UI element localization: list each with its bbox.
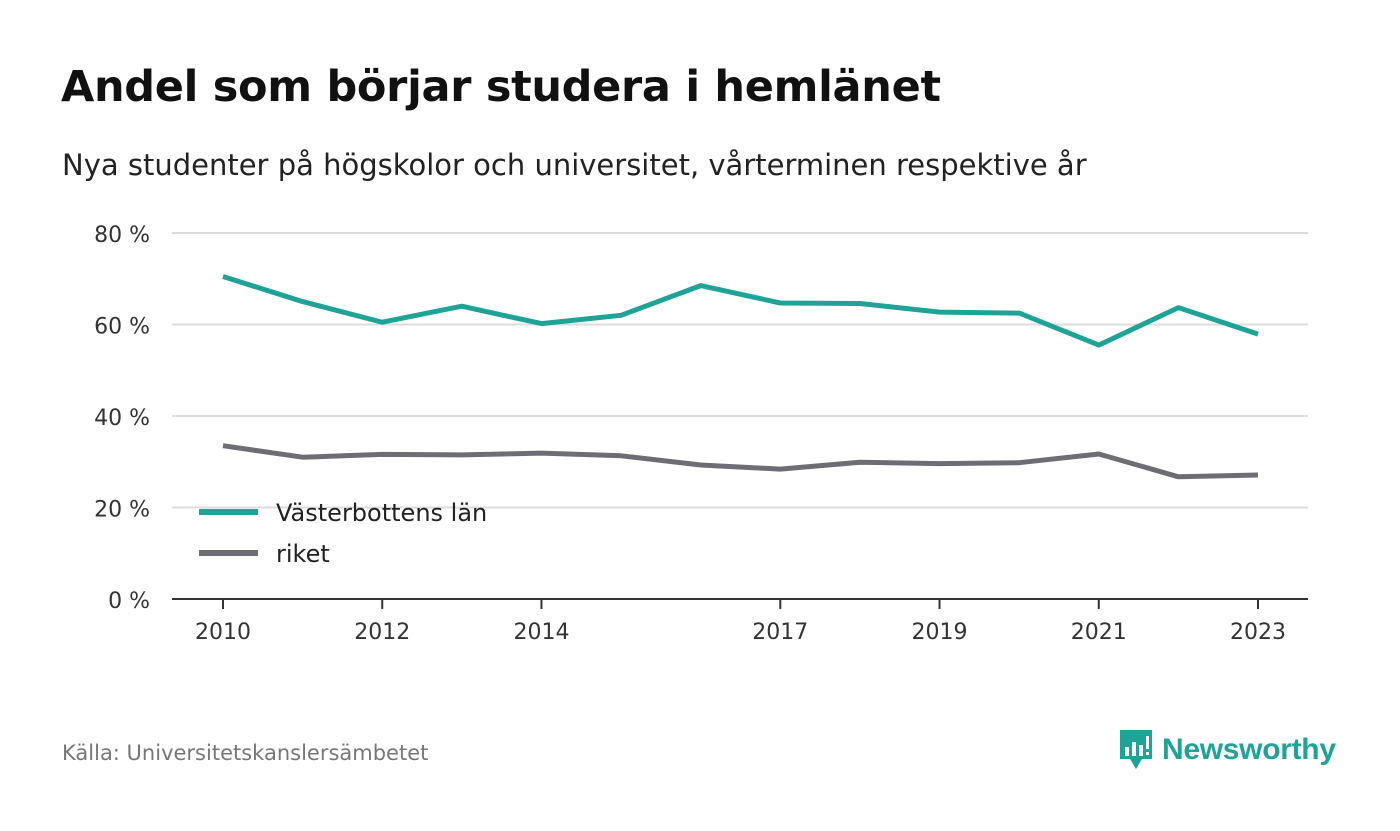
legend-label: riket xyxy=(276,540,330,568)
brand-name: Newsworthy xyxy=(1162,733,1336,766)
x-tick-label: 2023 xyxy=(1230,620,1286,645)
chart-subtitle: Nya studenter på högskolor och universit… xyxy=(62,148,1087,182)
x-tick-label: 2017 xyxy=(752,620,808,645)
x-tick-label: 2019 xyxy=(912,620,968,645)
y-tick-label: 80 % xyxy=(94,223,150,248)
y-tick-label: 0 % xyxy=(108,589,150,614)
x-tick-label: 2010 xyxy=(195,620,251,645)
x-tick-label: 2014 xyxy=(513,620,569,645)
brand: Newsworthy xyxy=(1118,728,1336,772)
x-tick-label: 2021 xyxy=(1071,620,1127,645)
series-line-0 xyxy=(222,274,1259,348)
y-tick-label: 40 % xyxy=(94,406,150,431)
x-tick-label: 2012 xyxy=(354,620,410,645)
source-note: Källa: Universitetskanslersämbetet xyxy=(62,741,429,765)
newsworthy-logo-icon xyxy=(1120,730,1152,769)
chart-title: Andel som börjar studera i hemlänet xyxy=(61,62,941,112)
y-tick-label: 20 % xyxy=(94,498,150,523)
line-chart: 0 % 20 % 40 % 60 % 80 % 2010 2012 2014 2017 2019 2… xyxy=(94,223,1308,645)
series-line-1 xyxy=(222,443,1259,480)
y-tick-label: 60 % xyxy=(94,315,150,340)
legend-label: Västerbottens län xyxy=(276,499,487,527)
